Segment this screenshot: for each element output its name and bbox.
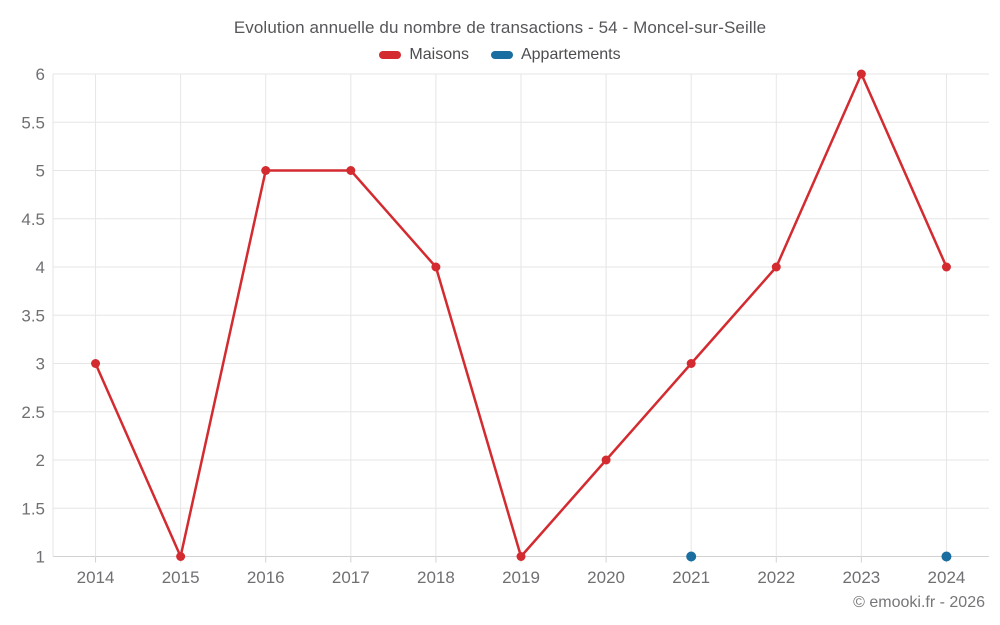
maisons-point-2019[interactable] xyxy=(516,552,526,561)
appartements-point-2024[interactable] xyxy=(941,551,952,562)
x-tick-label: 2019 xyxy=(502,568,540,587)
appartements-point-2021[interactable] xyxy=(686,551,697,562)
y-tick-label: 1 xyxy=(36,548,45,567)
maisons-point-2022[interactable] xyxy=(771,262,781,272)
maisons-point-2020[interactable] xyxy=(601,455,611,465)
y-tick-label: 3.5 xyxy=(21,306,45,325)
y-tick-label: 6 xyxy=(36,65,45,84)
x-tick-label: 2021 xyxy=(672,568,710,587)
chart-title: Evolution annuelle du nombre de transact… xyxy=(233,18,767,37)
maisons-legend-label: Maisons xyxy=(409,46,469,63)
x-tick-label: 2015 xyxy=(162,568,200,587)
maisons-point-2014[interactable] xyxy=(91,359,101,368)
x-tick-label: 2018 xyxy=(417,568,455,587)
x-tick-label: 2024 xyxy=(928,568,966,587)
maisons-point-2017[interactable] xyxy=(346,166,356,175)
legend-item-maisons[interactable]: Maisons xyxy=(379,46,469,64)
maisons-point-2024[interactable] xyxy=(941,262,951,272)
legend-item-appartements[interactable]: Appartements xyxy=(490,46,621,64)
maisons-point-2016[interactable] xyxy=(261,166,271,175)
x-tick-label: 2014 xyxy=(77,568,115,587)
maisons-point-2015[interactable] xyxy=(176,552,186,561)
maisons-point-2021[interactable] xyxy=(686,359,696,368)
x-tick-label: 2017 xyxy=(332,568,370,587)
maisons-legend-swatch-icon xyxy=(379,51,402,59)
maisons-point-2023[interactable] xyxy=(856,69,866,79)
appartements-legend-swatch-icon xyxy=(490,51,513,59)
maisons-point-2018[interactable] xyxy=(431,262,441,272)
appartements-legend-label: Appartements xyxy=(520,46,621,63)
x-tick-label: 2020 xyxy=(587,568,625,587)
y-tick-label: 5.5 xyxy=(21,113,45,132)
y-tick-label: 2.5 xyxy=(21,403,45,422)
x-tick-label: 2016 xyxy=(247,568,285,587)
y-tick-label: 2 xyxy=(36,451,45,470)
y-tick-label: 1.5 xyxy=(21,499,45,518)
x-tick-label: 2023 xyxy=(842,568,880,587)
x-tick-label: 2022 xyxy=(757,568,795,587)
y-tick-label: 4 xyxy=(36,258,45,277)
legend: Maisons Appartements xyxy=(0,46,1000,64)
copyright-text: © emooki.fr - 2026 xyxy=(853,594,985,611)
y-tick-label: 4.5 xyxy=(21,210,45,229)
y-tick-label: 3 xyxy=(36,355,45,374)
y-tick-label: 5 xyxy=(36,162,45,181)
